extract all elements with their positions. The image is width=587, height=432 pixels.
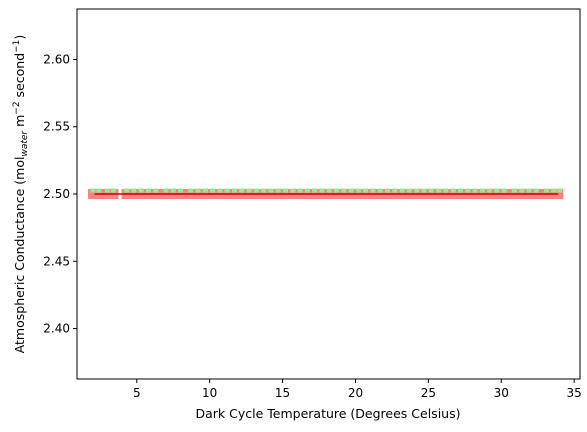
- data-point: [261, 188, 267, 193]
- data-point: [436, 188, 442, 193]
- data-point: [421, 188, 427, 193]
- y-label-superscript-2: −1: [12, 40, 22, 53]
- data-point: [557, 188, 563, 193]
- data-point: [443, 188, 449, 193]
- y-label-middle: m: [12, 115, 27, 131]
- plot-frame: [76, 8, 581, 380]
- y-tick-label: 2.60: [43, 52, 70, 66]
- data-point: [312, 188, 318, 193]
- data-point: [282, 188, 288, 193]
- data-point: [138, 188, 144, 193]
- data-point: [217, 188, 223, 193]
- x-tick-label: 35: [567, 386, 582, 400]
- data-point: [319, 188, 325, 193]
- data-point: [188, 188, 194, 193]
- data-point: [304, 188, 310, 193]
- data-point: [511, 188, 517, 193]
- data-point: [355, 188, 361, 193]
- y-label-suffix: ): [12, 35, 27, 40]
- data-point: [170, 188, 176, 193]
- data-point: [348, 188, 354, 193]
- data-point: [457, 188, 463, 193]
- y-label-prefix: Atmospheric Conductance (mol: [12, 157, 27, 354]
- data-point: [428, 188, 434, 193]
- data-point: [450, 188, 456, 193]
- data-point: [406, 188, 412, 193]
- data-point: [472, 188, 478, 193]
- y-axis-ticks: 2.40 2.45 2.50 2.55 2.60: [43, 52, 77, 336]
- data-point: [195, 188, 201, 193]
- data-point: [253, 188, 259, 193]
- data-point: [501, 188, 507, 193]
- data-point: [145, 188, 151, 193]
- data-point: [105, 188, 111, 193]
- x-tick-label: 5: [133, 386, 141, 400]
- data-point: [487, 188, 493, 193]
- data-point: [363, 188, 369, 193]
- data-point: [90, 188, 96, 193]
- data-point: [239, 188, 245, 193]
- y-tick-label: 2.55: [43, 120, 70, 134]
- data-point: [399, 188, 405, 193]
- data-point: [163, 188, 169, 193]
- data-point: [153, 188, 159, 193]
- data-point: [494, 188, 500, 193]
- data-point: [465, 188, 471, 193]
- y-label-subscript: water: [20, 130, 30, 157]
- data-point: [246, 188, 252, 193]
- x-tick-label: 20: [348, 386, 363, 400]
- data-point: [479, 188, 485, 193]
- data-point: [178, 188, 184, 193]
- data-point: [275, 188, 281, 193]
- data-point: [124, 188, 130, 193]
- y-tick-label: 2.40: [43, 322, 70, 336]
- data-point: [231, 188, 237, 193]
- series-1: [90, 188, 563, 193]
- data-point: [377, 188, 383, 193]
- data-point: [326, 188, 332, 193]
- data-point: [392, 188, 398, 193]
- data-point: [533, 188, 539, 193]
- y-label-superscript-1: −2: [12, 101, 22, 114]
- data-point: [88, 189, 99, 199]
- data-point: [385, 188, 391, 193]
- data-point: [110, 188, 116, 193]
- y-tick-label: 2.50: [43, 187, 70, 201]
- data-point: [341, 188, 347, 193]
- data-point: [334, 188, 340, 193]
- data-point: [297, 188, 303, 193]
- data-point: [290, 188, 296, 193]
- data-point: [131, 188, 137, 193]
- data-point: [519, 188, 525, 193]
- data-point: [224, 188, 230, 193]
- x-tick-label: 15: [275, 386, 290, 400]
- x-tick-label: 25: [421, 386, 436, 400]
- data-point: [268, 188, 274, 193]
- data-point: [414, 188, 420, 193]
- data-point: [202, 188, 208, 193]
- data-point: [210, 188, 216, 193]
- y-tick-label: 2.45: [43, 254, 70, 268]
- data-point: [370, 188, 376, 193]
- x-tick-label: 10: [202, 386, 217, 400]
- x-axis-ticks: 5 10 15 20 25 30 35: [133, 379, 582, 400]
- y-label-middle-2: second: [12, 53, 27, 102]
- data-point: [543, 188, 549, 193]
- y-axis-label: Atmospheric Conductance (molwater m−2 se…: [12, 35, 30, 354]
- data-point: [96, 188, 102, 193]
- x-tick-label: 30: [494, 386, 509, 400]
- x-axis-label: Dark Cycle Temperature (Degrees Celsius): [196, 406, 461, 421]
- data-point: [551, 188, 557, 193]
- series-layer: [88, 188, 564, 199]
- data-point: [526, 188, 532, 193]
